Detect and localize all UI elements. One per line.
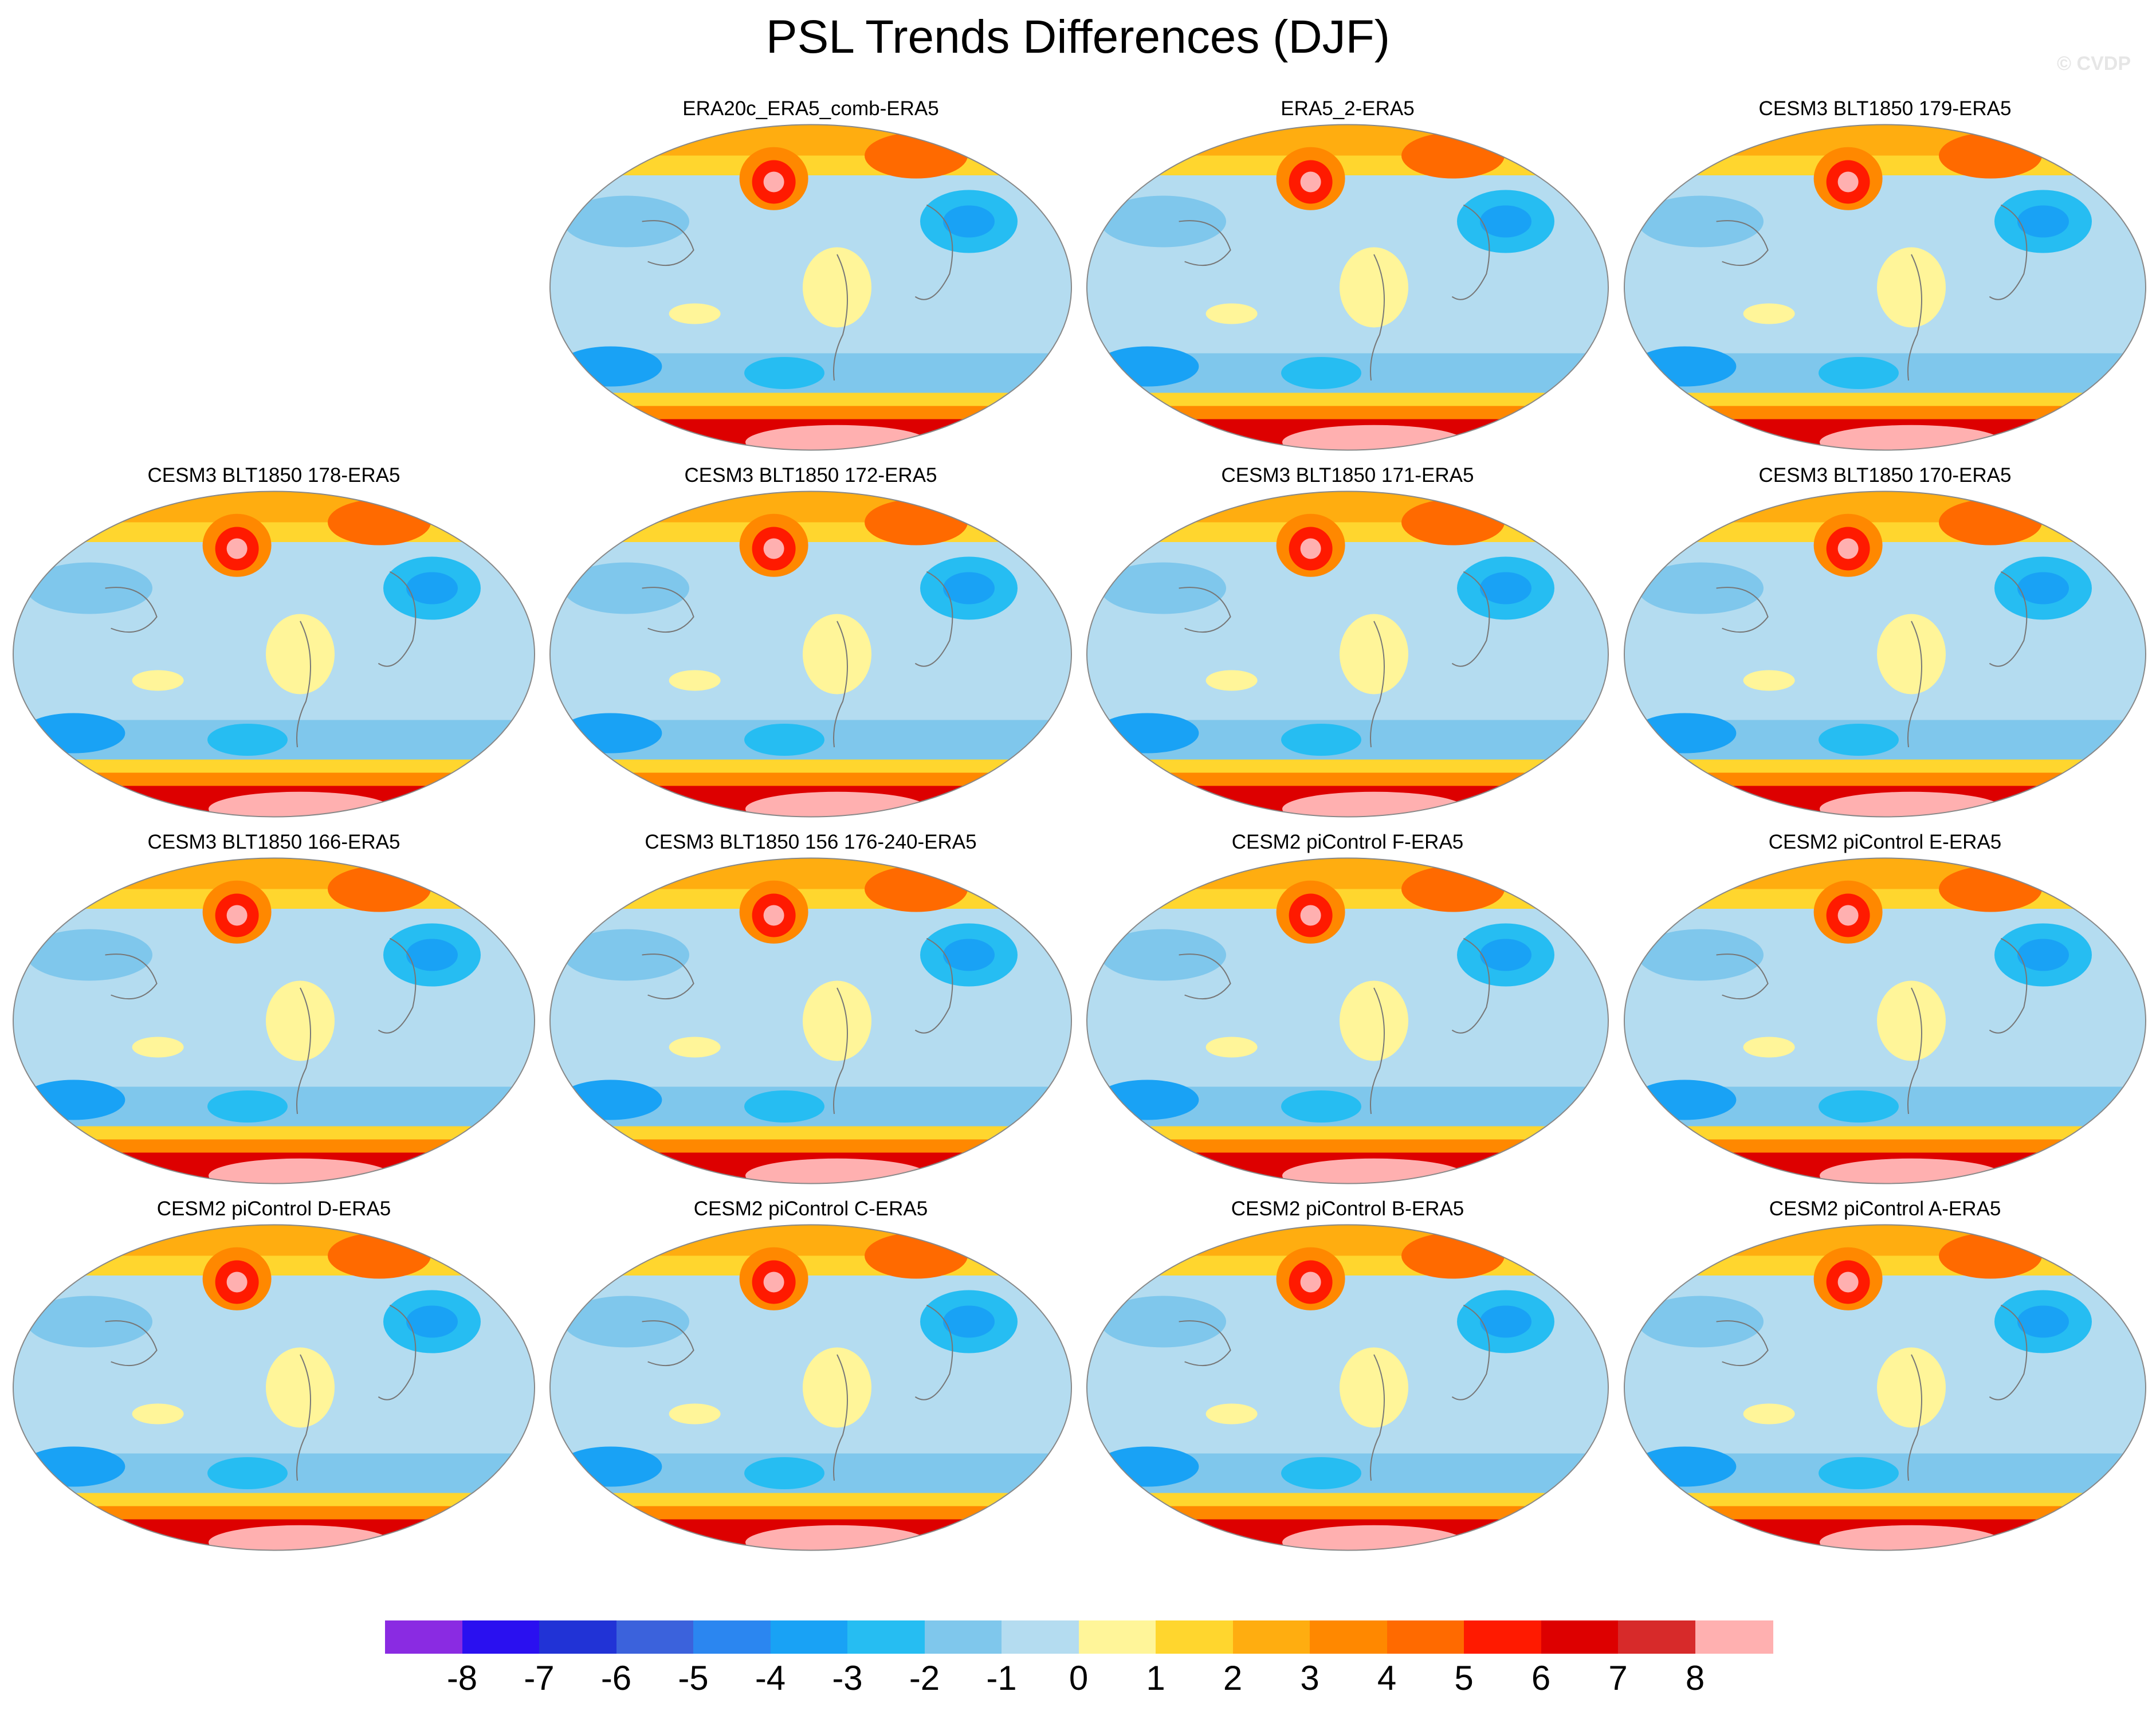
colorbar-swatch — [1541, 1620, 1619, 1654]
panel-title: CESM3 BLT1850 170-ERA5 — [1758, 464, 2012, 486]
colorbar-tick-label: -4 — [755, 1659, 786, 1697]
map-panel: CESM3 BLT1850 172-ERA5 — [547, 464, 1074, 831]
map-image — [1621, 123, 2149, 452]
map-image — [10, 856, 537, 1186]
colorbar-tick-label: 7 — [1608, 1659, 1628, 1697]
map-image — [10, 1223, 537, 1552]
panel-title: CESM3 BLT1850 156 176-240-ERA5 — [645, 831, 977, 853]
colorbar-swatch — [924, 1620, 1003, 1654]
colorbar-swatch — [539, 1620, 617, 1654]
map-panel: CESM2 piControl C-ERA5 — [547, 1198, 1074, 1564]
map-image — [547, 123, 1074, 452]
map-image — [1084, 123, 1611, 452]
colorbar-tick-label: 8 — [1685, 1659, 1705, 1697]
panel-title: CESM3 BLT1850 171-ERA5 — [1221, 464, 1474, 486]
colorbar-swatch — [693, 1620, 771, 1654]
map-panel: CESM2 piControl D-ERA5 — [10, 1198, 537, 1564]
map-image — [1084, 1223, 1611, 1552]
colorbar-swatch — [1002, 1620, 1079, 1654]
panel-title: CESM2 piControl F-ERA5 — [1231, 831, 1464, 853]
map-image — [547, 1223, 1074, 1552]
colorbar-tick-label: 4 — [1377, 1659, 1397, 1697]
panel-title: CESM2 piControl D-ERA5 — [156, 1198, 391, 1220]
colorbar-tick-label: 5 — [1454, 1659, 1474, 1697]
colorbar-swatch — [1464, 1620, 1542, 1654]
colorbar-swatch — [1310, 1620, 1388, 1654]
colorbar-tick-label: -7 — [524, 1659, 555, 1697]
map-image — [547, 489, 1074, 819]
map-panel: CESM3 BLT1850 166-ERA5 — [10, 831, 537, 1198]
colorbar-swatch — [1232, 1620, 1311, 1654]
panel-title: CESM2 piControl B-ERA5 — [1231, 1198, 1464, 1220]
map-panel: CESM2 piControl F-ERA5 — [1084, 831, 1611, 1198]
colorbar-swatch — [616, 1620, 694, 1654]
colorbar-swatch — [1156, 1620, 1234, 1654]
copyright-label: © CVDP — [2057, 53, 2131, 74]
panel-title: ERA5_2-ERA5 — [1281, 97, 1415, 120]
colorbar-swatch — [1618, 1620, 1696, 1654]
map-image — [1621, 856, 2149, 1186]
panel-title: ERA20c_ERA5_comb-ERA5 — [682, 97, 939, 120]
colorbar-tick-label: 6 — [1531, 1659, 1551, 1697]
map-panel: CESM3 BLT1850 156 176-240-ERA5 — [547, 831, 1074, 1198]
map-panel: CESM3 BLT1850 170-ERA5 — [1621, 464, 2149, 831]
colorbar-swatch — [385, 1620, 463, 1654]
panel-title: CESM2 piControl E-ERA5 — [1768, 831, 2002, 853]
colorbar-tick-label: -8 — [446, 1659, 478, 1697]
map-image — [1084, 489, 1611, 819]
colorbar-tick-label: -2 — [909, 1659, 940, 1697]
map-panel: CESM3 BLT1850 171-ERA5 — [1084, 464, 1611, 831]
colorbar-tick-label: -1 — [986, 1659, 1017, 1697]
map-image — [1084, 856, 1611, 1186]
panel-title: CESM3 BLT1850 178-ERA5 — [147, 464, 400, 486]
map-image — [10, 489, 537, 819]
map-panel: CESM2 piControl B-ERA5 — [1084, 1198, 1611, 1564]
colorbar-tick-label: -6 — [600, 1659, 632, 1697]
panel-title: CESM3 BLT1850 172-ERA5 — [684, 464, 937, 486]
panel-title: CESM3 BLT1850 166-ERA5 — [147, 831, 400, 853]
colorbar-tick-label: -3 — [832, 1659, 863, 1697]
map-panel: ERA20c_ERA5_comb-ERA5 — [547, 97, 1074, 464]
map-image — [1621, 489, 2149, 819]
colorbar-swatch — [462, 1620, 540, 1654]
map-panel: CESM3 BLT1850 178-ERA5 — [10, 464, 537, 831]
colorbar-tick-label: -5 — [678, 1659, 709, 1697]
map-panel: CESM2 piControl E-ERA5 — [1621, 831, 2149, 1198]
colorbar-tick-label: 1 — [1146, 1659, 1165, 1697]
panel-title: CESM3 BLT1850 179-ERA5 — [1758, 97, 2012, 120]
panel-title: CESM2 piControl C-ERA5 — [693, 1198, 928, 1220]
colorbar-swatch — [847, 1620, 925, 1654]
colorbar-tick-label: 0 — [1069, 1659, 1089, 1697]
panel-title: CESM2 piControl A-ERA5 — [1769, 1198, 2001, 1220]
map-image — [547, 856, 1074, 1186]
colorbar-swatch — [1078, 1620, 1157, 1654]
map-panel: CESM2 piControl A-ERA5 — [1621, 1198, 2149, 1564]
colorbar-tick-label: 3 — [1300, 1659, 1319, 1697]
colorbar-tick-label: 2 — [1223, 1659, 1243, 1697]
map-image — [1621, 1223, 2149, 1552]
map-panel: CESM3 BLT1850 179-ERA5 — [1621, 97, 2149, 464]
colorbar-swatch — [1695, 1620, 1773, 1654]
colorbar-swatch — [770, 1620, 849, 1654]
map-panel: ERA5_2-ERA5 — [1084, 97, 1611, 464]
colorbar-swatch — [1387, 1620, 1465, 1654]
figure-title: PSL Trends Differences (DJF) — [765, 11, 1391, 63]
